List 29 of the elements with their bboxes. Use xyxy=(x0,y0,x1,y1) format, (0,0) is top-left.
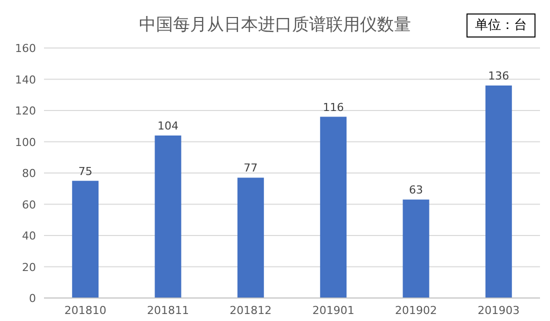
y-tick-label: 80 xyxy=(22,167,36,180)
y-tick-label: 160 xyxy=(15,42,36,55)
x-tick-label: 201903 xyxy=(478,304,520,317)
x-tick-label: 201901 xyxy=(312,304,354,317)
text: 单位：台 xyxy=(475,18,527,33)
y-tick-label: 120 xyxy=(15,104,36,118)
data-label: 104 xyxy=(158,120,178,132)
bar xyxy=(320,116,347,298)
data-label: 116 xyxy=(322,100,344,114)
bar xyxy=(72,180,99,298)
y-tick-label: 0 xyxy=(29,292,36,305)
data-label: 75 xyxy=(78,164,92,178)
y-tick-label: 140 xyxy=(15,73,36,86)
bar xyxy=(237,178,264,298)
data-label: 77 xyxy=(244,162,258,175)
x-tick-label: 201812 xyxy=(230,304,272,317)
x-tick-label: 201810 xyxy=(64,304,106,317)
bar xyxy=(402,200,430,298)
x-tick-label: 201902 xyxy=(395,304,437,317)
data-label: 63 xyxy=(409,184,423,197)
y-tick-label: 100 xyxy=(15,136,36,149)
chart-title: 中国每月从日本进口质谱联用仪数量 xyxy=(139,15,411,35)
bar xyxy=(485,86,512,298)
x-tick-label: 201811 xyxy=(147,304,189,317)
y-tick-label: 20 xyxy=(22,260,36,274)
bar xyxy=(154,136,182,298)
y-tick-label: 60 xyxy=(22,198,36,212)
y-tick-label: 40 xyxy=(22,230,36,242)
data-label: 136 xyxy=(488,70,510,82)
